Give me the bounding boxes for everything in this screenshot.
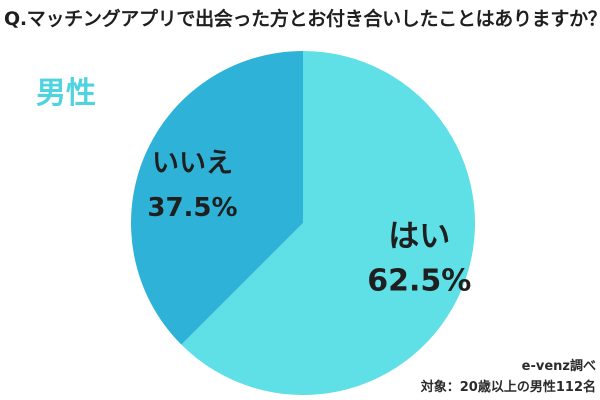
slice-value-1: 37.5% [147,193,237,223]
pie-slice-1 [131,51,303,345]
slice-label-1: いいえ [152,148,233,179]
question-title: Q.マッチングアプリで出会った方とお付き合いしたことはありますか？ [4,8,600,30]
source-note: e-venz調べ [521,359,596,374]
pie-slice-0 [181,51,476,395]
slice-label-0: はい [388,219,450,255]
group-label: 男性 [36,76,96,111]
target-note: 対象：20歳以上の男性112名 [420,380,596,395]
slice-value-0: 62.5% [367,264,471,299]
